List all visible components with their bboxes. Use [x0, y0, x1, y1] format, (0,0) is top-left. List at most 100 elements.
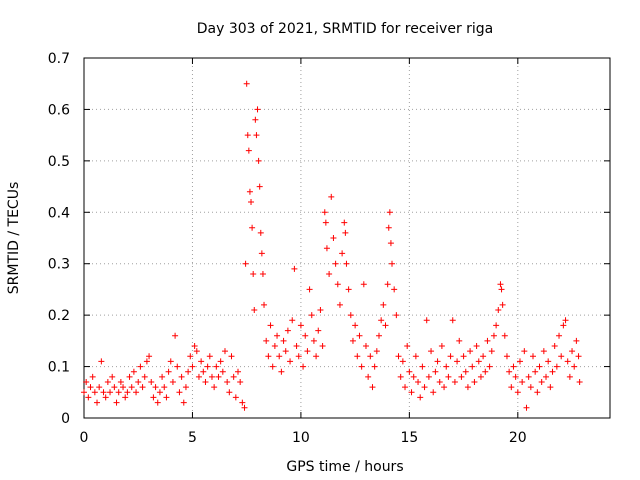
data-point [430, 389, 437, 396]
data-point [343, 260, 350, 267]
data-point [310, 337, 317, 344]
data-point [436, 379, 443, 385]
data-point [356, 332, 363, 339]
data-point [120, 384, 127, 391]
data-point [382, 322, 389, 329]
data-point [165, 368, 172, 375]
data-point [564, 358, 571, 365]
data-point [551, 343, 558, 349]
data-point [146, 353, 153, 360]
data-point [256, 183, 263, 190]
data-point [230, 373, 237, 380]
data-point [249, 224, 256, 231]
data-point [443, 363, 450, 370]
data-point [287, 358, 294, 365]
data-point [254, 106, 261, 113]
data-point [523, 404, 530, 411]
data-point [503, 353, 510, 360]
data-point [255, 157, 262, 164]
data-point [193, 348, 200, 355]
data-point [562, 317, 569, 324]
data-point [319, 343, 326, 349]
data-point [339, 250, 346, 257]
data-point [532, 368, 539, 375]
data-point [323, 245, 330, 252]
data-point [128, 384, 135, 391]
data-point [438, 343, 445, 349]
data-point [378, 317, 385, 324]
data-point [239, 399, 246, 406]
data-point [278, 368, 285, 375]
data-point [345, 286, 352, 293]
data-point [133, 389, 140, 396]
data-point [245, 147, 252, 154]
y-tick-label: 0.4 [48, 205, 70, 221]
data-point [109, 373, 116, 380]
data-point [261, 301, 268, 308]
data-point [375, 332, 382, 339]
data-point [336, 301, 343, 308]
data-point [508, 384, 515, 391]
data-point [213, 363, 220, 370]
data-point [354, 353, 361, 360]
data-point [206, 353, 213, 360]
data-point [297, 322, 304, 329]
data-point [267, 322, 274, 329]
data-point [248, 199, 255, 205]
data-point [130, 368, 137, 375]
data-point [395, 353, 402, 360]
data-point [304, 348, 311, 355]
data-point [98, 358, 105, 365]
data-point [549, 368, 556, 375]
data-point [399, 358, 406, 365]
data-point [536, 363, 543, 370]
data-point [124, 389, 131, 396]
data-point [224, 379, 231, 385]
data-point [276, 353, 283, 360]
data-point [243, 80, 250, 87]
y-tick-label: 0.3 [48, 257, 70, 273]
data-point [215, 373, 222, 380]
data-point [195, 373, 202, 380]
data-point [454, 358, 461, 365]
data-point [521, 348, 528, 355]
data-point [373, 348, 380, 355]
data-point [282, 348, 289, 355]
data-point [566, 373, 573, 380]
data-point [529, 353, 536, 360]
data-point [271, 343, 278, 349]
data-point [306, 286, 313, 293]
grid-lines [84, 58, 610, 418]
data-point [269, 363, 276, 370]
data-point [497, 281, 504, 288]
data-point [451, 379, 458, 385]
data-point [96, 384, 103, 391]
data-point [441, 384, 448, 391]
data-point [556, 332, 563, 339]
data-point [141, 373, 148, 380]
data-point [362, 343, 369, 349]
data-point [498, 286, 505, 293]
data-point [543, 373, 550, 380]
data-point [389, 260, 396, 267]
data-point [111, 384, 118, 391]
data-point [154, 399, 161, 406]
data-point [428, 348, 435, 355]
data-point [341, 219, 348, 226]
data-point [545, 358, 552, 365]
data-point [235, 368, 242, 375]
data-point [169, 379, 176, 385]
data-point [202, 379, 209, 385]
data-point [321, 209, 328, 216]
data-point [237, 379, 244, 385]
data-point [473, 343, 480, 349]
data-point [514, 389, 521, 396]
data-point [259, 271, 266, 277]
data-point [102, 394, 109, 401]
data-point [347, 312, 354, 319]
data-point [467, 348, 474, 355]
data-point [137, 363, 144, 370]
data-point [117, 379, 124, 385]
chart-title: Day 303 of 2021, SRMTID for receiver rig… [197, 21, 494, 37]
data-point [189, 363, 196, 370]
